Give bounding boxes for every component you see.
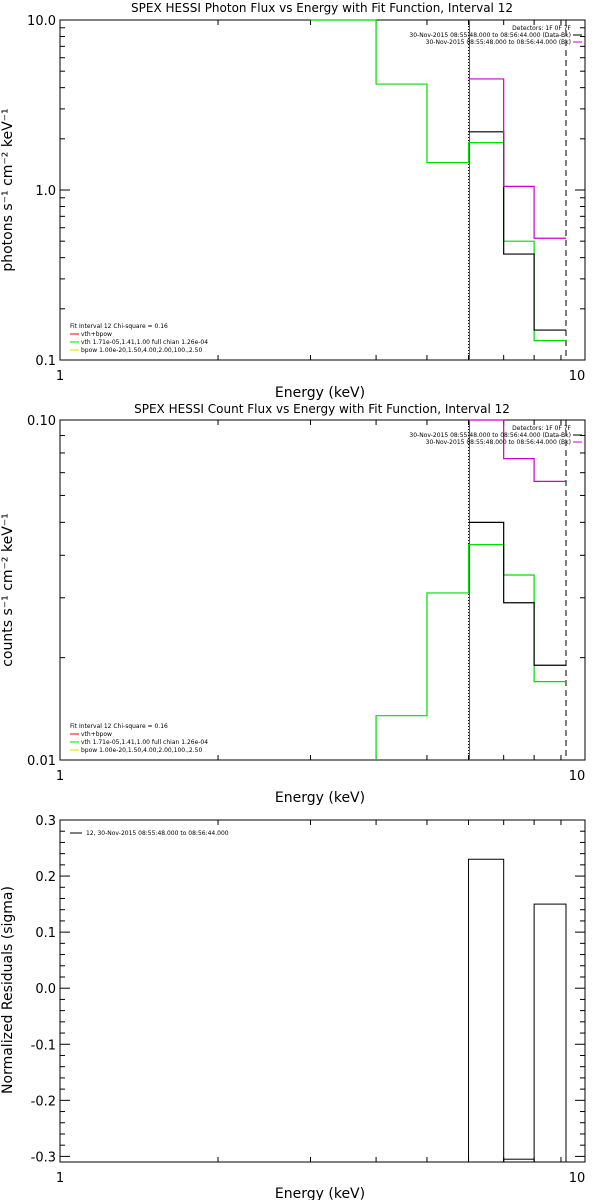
y-tick-label: 0.2	[35, 870, 56, 885]
x-tick-label: 1	[56, 769, 64, 784]
series-data-line	[468, 419, 566, 482]
panel3-xlabel: Energy (keV)	[275, 1186, 365, 1200]
plot-frame	[59, 19, 586, 361]
series-model-line	[468, 521, 566, 666]
y-tick-label: 0.01	[27, 754, 56, 769]
panel2-xlabel: Energy (keV)	[275, 790, 365, 806]
plot-frame	[59, 819, 586, 1163]
series-data-line	[468, 78, 566, 239]
legend-bottom-entry: vth 1.71e-05,1.41,1.00 full chian 1.26e-…	[81, 739, 208, 746]
panel3-ylabel: Normalized Residuals (sigma)	[0, 886, 16, 1094]
legend-bottom-entry: vth+bpow	[81, 331, 112, 338]
panel1-xlabel: Energy (keV)	[275, 385, 365, 401]
y-tick-label: -0.1	[31, 1038, 56, 1053]
legend-top-entry: 30-Nov-2015 08:55:48.000 to 08:56:44.000…	[426, 39, 571, 46]
legend-bottom-entry: Fit Interval 12 Chi-square = 0.16	[70, 323, 168, 330]
panel2-title: SPEX HESSI Count Flux vs Energy with Fit…	[134, 402, 510, 416]
residuals-plot: 1 10 0.3 0.2 0.1 0.0 -0.1 -0.2 -0.3 12, 30-Nov-20…	[31, 814, 586, 1186]
residual-bar	[533, 903, 567, 1163]
y-tick-label: 10.0	[27, 14, 56, 29]
y-tick-label: 0.0	[35, 982, 56, 997]
y-tick-label: 0.1	[35, 926, 56, 941]
y-tick-label: 0.10	[27, 414, 56, 429]
y-tick-label: -0.2	[31, 1094, 56, 1109]
x-tick-label: 10	[569, 769, 586, 784]
residual-bar	[468, 858, 505, 1163]
y-tick-label: 0.3	[35, 814, 56, 829]
plot-frame	[59, 419, 586, 761]
x-tick-label: 10	[569, 1171, 586, 1186]
legend-top-entry: Detectors: 1F 0F 7F	[512, 425, 571, 432]
legend-bottom-entry: vth+bpow	[81, 731, 112, 738]
series-vth-line	[310, 19, 566, 342]
y-tick-label: -0.3	[31, 1150, 56, 1165]
panel1-title: SPEX HESSI Photon Flux vs Energy with Fi…	[131, 1, 513, 15]
count-flux-plot: 1 100.010.10 Detectors: 1F 0F 7F30-Nov-201…	[27, 414, 586, 784]
series-vth-line	[375, 544, 566, 760]
legend-top-entry: Detectors: 1F 0F 7F	[512, 25, 571, 32]
y-tick-label: 1.0	[35, 184, 56, 199]
panel1-ylabel: photons s⁻¹ cm⁻² keV⁻¹	[0, 108, 16, 271]
legend-bottom-entry: Fit Interval 12 Chi-square = 0.16	[70, 723, 168, 730]
legend-top-entry: 30-Nov-2015 08:55:48.000 to 08:56:44.000…	[409, 432, 571, 439]
y-tick-label: 0.1	[35, 354, 56, 369]
series-model-line	[468, 131, 566, 331]
legend-bottom-entry: vth 1.71e-05,1.41,1.00 full chian 1.26e-…	[81, 339, 208, 346]
legend-bottom-entry: bpow 1.00e-20,1.50,4.00,2.00,100.,2.50	[81, 347, 202, 354]
legend-top-entry: 30-Nov-2015 08:55:48.000 to 08:56:44.000…	[426, 439, 571, 446]
panel2-ylabel: counts s⁻¹ cm⁻² keV⁻¹	[0, 513, 16, 667]
legend-top-entry: 30-Nov-2015 08:55:48.000 to 08:56:44.000…	[409, 32, 571, 39]
residual-bar	[503, 1158, 535, 1163]
photon-flux-plot: 1 100.11.010.0 Detectors: 1F 0F 7F30-Nov-2…	[27, 14, 586, 384]
legend-entry: 12, 30-Nov-2015 08:55:48.000 to 08:56:44…	[86, 830, 229, 837]
x-tick-label: 10	[569, 369, 586, 384]
x-tick-label: 1	[56, 1171, 64, 1186]
x-tick-label: 1	[56, 369, 64, 384]
legend-bottom-entry: bpow 1.00e-20,1.50,4.00,2.00,100.,2.50	[81, 747, 202, 754]
